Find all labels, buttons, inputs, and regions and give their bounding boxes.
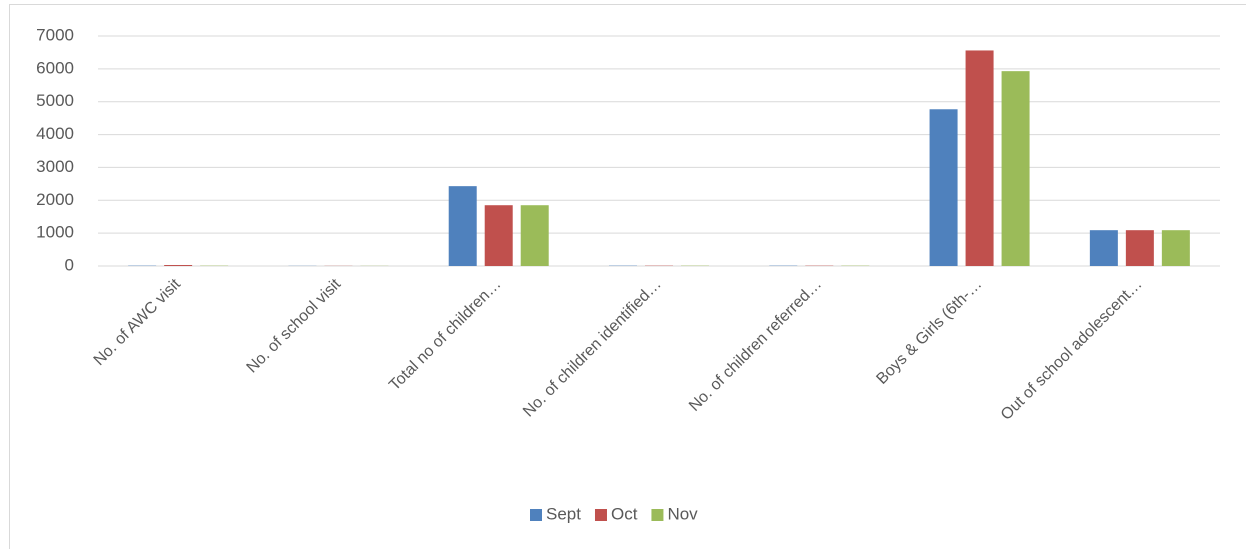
x-tick-label: No. of children identified… <box>520 276 665 421</box>
y-tick-label: 2000 <box>36 190 74 209</box>
bar <box>164 265 193 266</box>
bar <box>484 205 513 266</box>
legend-label: Oct <box>611 504 638 523</box>
x-tick-label: No. of AWC visit <box>91 275 185 369</box>
bar <box>1089 230 1118 266</box>
y-tick-label: 0 <box>65 255 74 274</box>
y-tick-label: 5000 <box>36 91 74 110</box>
bar <box>1001 71 1030 267</box>
legend-swatch <box>594 509 607 521</box>
bar <box>1125 230 1154 266</box>
x-tick-label: No. of children referred… <box>686 276 825 415</box>
y-tick-label: 1000 <box>36 223 74 242</box>
y-tick-label: 3000 <box>36 157 74 176</box>
y-tick-label: 6000 <box>36 58 74 77</box>
bar <box>1161 230 1190 266</box>
x-tick-label: Out of school adolescent… <box>998 276 1146 424</box>
y-tick-label: 4000 <box>36 124 74 143</box>
legend-swatch <box>530 509 542 521</box>
bar <box>965 50 994 267</box>
bar <box>929 109 958 267</box>
y-tick-label: 7000 <box>36 25 74 44</box>
chart-border <box>9 4 1246 549</box>
bar <box>448 186 477 266</box>
legend-label: Sept <box>546 504 581 523</box>
x-tick-label: Total no of children… <box>386 276 504 394</box>
x-tick-label: Boys & Girls (6th-… <box>873 276 985 388</box>
x-tick-label: No. of school visit <box>244 275 345 376</box>
legend-label: Nov <box>667 504 698 523</box>
legend-swatch <box>651 509 664 521</box>
bar <box>520 205 549 266</box>
